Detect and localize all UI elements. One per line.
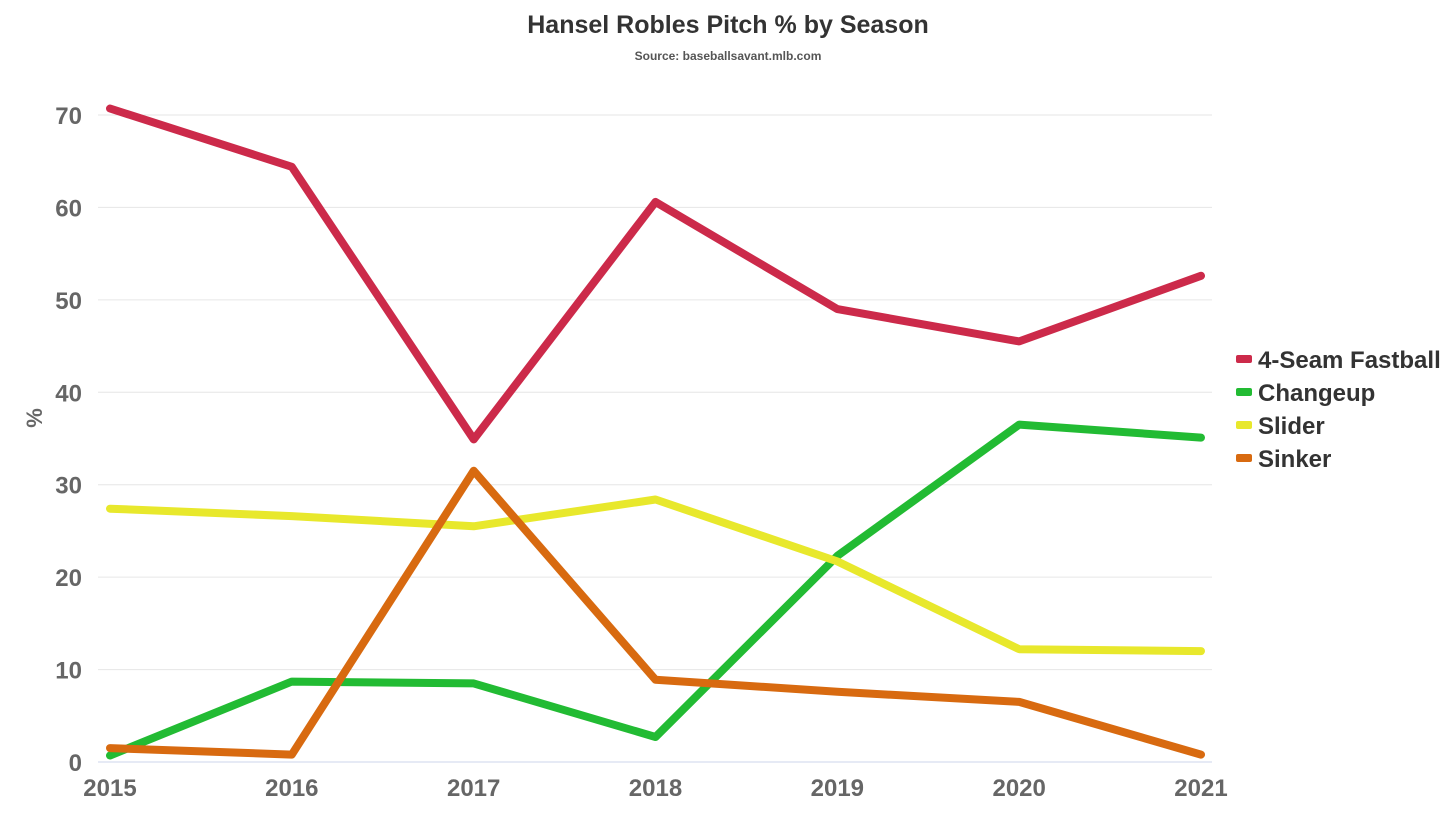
legend-symbol: [1236, 421, 1252, 429]
x-tick-label: 2018: [629, 775, 682, 802]
series-line-sinker: [106, 466, 1205, 759]
y-tick-label: 60: [55, 195, 82, 222]
x-tick-label: 2015: [83, 775, 136, 802]
y-axis-title: %: [22, 408, 47, 428]
x-axis-ticks: 2015 2016 2017 2018 2019 2020 2021: [83, 775, 1227, 802]
x-tick-label: 2020: [992, 775, 1045, 802]
grid: [98, 114, 1212, 763]
legend-item-changeup[interactable]: Changeup: [1236, 380, 1375, 407]
legend-item-4-seam-fastball[interactable]: 4-Seam Fastball: [1236, 347, 1441, 374]
x-tick-label: 2021: [1174, 775, 1227, 802]
y-tick-label: 20: [55, 565, 82, 592]
y-axis-ticks: 0 10 20 30 40 50 60 70: [55, 103, 82, 777]
chart-subtitle: Source: baseballsavant.mlb.com: [635, 49, 822, 63]
y-tick-label: 0: [69, 750, 82, 777]
legend-label: Slider: [1258, 413, 1325, 440]
x-tick-label: 2019: [811, 775, 864, 802]
series-lines: [106, 104, 1205, 760]
series-line-slider: [106, 495, 1205, 656]
legend-item-slider[interactable]: Slider: [1236, 413, 1325, 440]
y-tick-label: 70: [55, 103, 82, 130]
legend-symbol: [1236, 388, 1252, 396]
series-line-changeup: [106, 420, 1205, 760]
y-tick-label: 30: [55, 473, 82, 500]
legend-label: Sinker: [1258, 446, 1331, 473]
chart-title: Hansel Robles Pitch % by Season: [527, 11, 929, 39]
legend-symbol: [1236, 454, 1252, 462]
legend-symbol: [1236, 355, 1252, 363]
x-tick-label: 2017: [447, 775, 500, 802]
series-line-4-seam-fastball: [106, 104, 1205, 444]
legend-item-sinker[interactable]: Sinker: [1236, 446, 1331, 473]
y-tick-label: 40: [55, 380, 82, 407]
y-tick-label: 10: [55, 658, 82, 685]
y-tick-label: 50: [55, 288, 82, 315]
x-tick-label: 2016: [265, 775, 318, 802]
legend-label: Changeup: [1258, 380, 1375, 407]
legend: 4-Seam Fastball Changeup Slider Sinker: [1236, 347, 1441, 473]
legend-label: 4-Seam Fastball: [1258, 347, 1441, 374]
